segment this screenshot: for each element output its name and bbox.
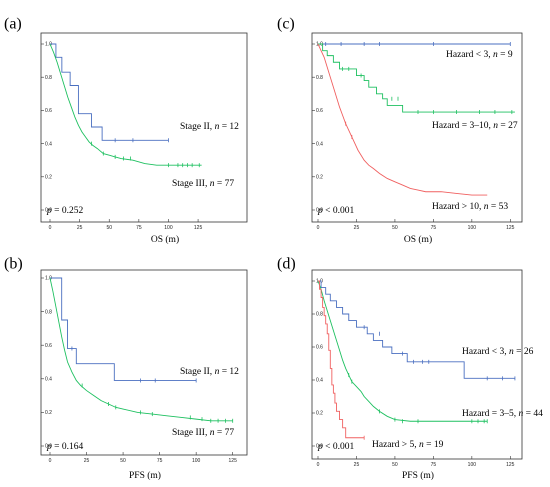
x-tick-label-b: 25 [84, 458, 90, 464]
plot-frame-c [311, 32, 523, 223]
y-tick-label-c: 0.6 [316, 108, 323, 114]
x-tick-label-b: 75 [157, 458, 163, 464]
x-tick-label-d: 100 [468, 462, 477, 468]
x-tick-label-d: 75 [431, 462, 437, 468]
series-line-d-hazard-3-n-26 [318, 280, 515, 379]
series-line-d-hazard-3-5-n-44 [317, 280, 488, 422]
y-tick-label-b: 0.0 [45, 444, 52, 450]
y-tick-label-c: 0.2 [316, 175, 323, 181]
series-line-a-stage-ii-n-12 [50, 43, 169, 141]
panel-c: (c) 0.0 0.2 0.4 0.6 0.8 1.0 0 25 50 75 100 125 OS (m)… [277, 15, 523, 245]
p-value-a: p = 0.252 [46, 206, 83, 216]
y-tick-label-c: 0.8 [316, 75, 323, 81]
x-tick-label-b: 125 [229, 458, 238, 464]
x-tick-label-b: 0 [49, 458, 52, 464]
x-axis-label-c: OS (m) [404, 234, 432, 245]
x-axis-label-d: PFS (m) [402, 470, 434, 481]
y-tick-label-b: 0.4 [45, 377, 52, 383]
series-label-d-hazard-3-5-n-44: Hazard = 3–5, n = 44 [462, 409, 543, 419]
y-tick-label-d: 0.4 [316, 378, 323, 384]
y-tick-label-c: 0.4 [316, 141, 323, 147]
series-label-a-stage-ii-n-12: Stage II, n = 12 [180, 122, 239, 132]
y-tick-label-c: 1.0 [316, 42, 323, 48]
y-tick-label-d: 0.2 [316, 411, 323, 417]
series-label-b-stage-ii-n-12: Stage II, n = 12 [180, 367, 239, 377]
x-tick-label-d: 125 [506, 462, 515, 468]
x-tick-label-c: 0 [317, 225, 320, 231]
x-tick-label-d: 50 [392, 462, 398, 468]
panel-letter-a: (a) [4, 15, 22, 32]
x-tick-label-c: 50 [392, 225, 398, 231]
p-value-c: p < 0.001 [317, 206, 354, 216]
p-value-d: p < 0.001 [317, 442, 354, 452]
series-label-b-stage-iii-n-77: Stage III, n = 77 [172, 428, 234, 438]
x-tick-label-c: 75 [431, 225, 437, 231]
y-tick-label-a: 1.0 [45, 42, 52, 48]
series-label-d-hazard-5-n-19: Hazard > 5, n = 19 [372, 440, 444, 450]
y-tick-label-a: 0.6 [45, 108, 52, 114]
y-tick-label-a: 0.0 [45, 208, 52, 214]
panel-a: (a) 0.0 0.2 0.4 0.6 0.8 1.0 0 25 50 75 100 125 OS (m)… [4, 15, 248, 245]
panel-letter-b: (b) [4, 255, 23, 272]
series-label-d-hazard-3-n-26: Hazard < 3, n = 26 [462, 347, 534, 357]
x-tick-label-a: 50 [106, 225, 112, 231]
panel-b: (b) 0.0 0.2 0.4 0.6 0.8 1.0 0 25 50 75 100 125 PFS (m… [4, 255, 248, 481]
y-tick-label-a: 0.8 [45, 75, 52, 81]
y-tick-label-c: 0.0 [316, 208, 323, 214]
panel-letter-d: (d) [277, 255, 296, 272]
x-axis-label-b: PFS (m) [129, 470, 161, 481]
series-line-b-stage-iii-n-77 [49, 277, 233, 422]
y-tick-label-b: 0.6 [45, 343, 52, 349]
series-label-c-hazard-10-n-53: Hazard > 10, n = 53 [432, 202, 508, 212]
y-tick-label-d: 0.6 [316, 345, 323, 351]
series-line-a-stage-iii-n-77 [49, 43, 202, 166]
x-tick-label-a: 0 [49, 225, 52, 231]
series-label-c-hazard-3-n-9: Hazard < 3, n = 9 [446, 50, 513, 60]
x-tick-label-c: 25 [354, 225, 360, 231]
x-tick-label-d: 0 [317, 462, 320, 468]
y-tick-label-a: 0.4 [45, 141, 52, 147]
x-tick-label-b: 100 [192, 458, 201, 464]
plot-frame-d [311, 269, 523, 460]
y-tick-label-b: 0.8 [45, 309, 52, 315]
series-line-b-stage-ii-n-12 [50, 277, 197, 381]
y-tick-label-d: 0.0 [316, 444, 323, 450]
series-label-a-stage-iii-n-77: Stage III, n = 77 [172, 179, 234, 189]
series-line-d-hazard-5-n-19 [318, 280, 365, 439]
x-tick-label-a: 100 [164, 225, 173, 231]
y-tick-label-d: 0.8 [316, 312, 323, 318]
panel-letter-c: (c) [277, 15, 295, 32]
series-label-c-hazard-3-10-n-27: Hazard = 3–10, n = 27 [432, 121, 518, 131]
series-line-c-hazard-10-n-53 [317, 43, 488, 196]
x-tick-label-a: 25 [77, 225, 83, 231]
x-tick-label-a: 125 [194, 225, 203, 231]
x-tick-label-c: 125 [506, 225, 515, 231]
x-axis-label-a: OS (m) [151, 234, 179, 245]
p-value-b: p = 0.164 [46, 442, 83, 452]
y-tick-label-a: 0.2 [45, 175, 52, 181]
y-tick-label-b: 1.0 [45, 276, 52, 282]
x-tick-label-c: 100 [468, 225, 477, 231]
series-line-c-hazard-3-10-n-27 [318, 43, 515, 113]
x-tick-label-b: 50 [120, 458, 126, 464]
plot-frame-b [40, 269, 248, 456]
x-tick-label-d: 25 [354, 462, 360, 468]
y-tick-label-b: 0.2 [45, 410, 52, 416]
x-tick-label-a: 75 [136, 225, 142, 231]
plot-frame-a [40, 32, 248, 223]
